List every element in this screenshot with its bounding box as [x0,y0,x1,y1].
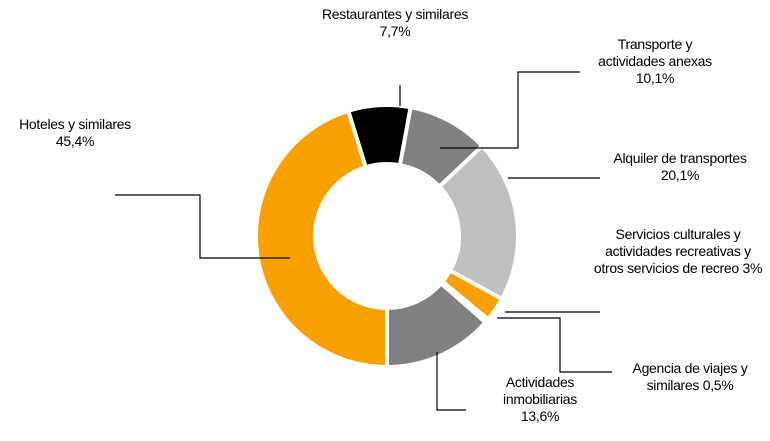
value-label: 20,1% [660,167,700,183]
value-label: 0,5% [702,377,734,393]
slice-label: Transporte y actividades anexas 10,1% [590,36,720,87]
slice-label: Alquiler de transportes 20,1% [600,150,760,184]
leader-line [436,352,466,411]
slice-label: Agencia de viajes y similares 0,5% [615,360,765,394]
slice-label: Hoteles y similares 45,4% [5,116,145,150]
value-label: 10,1% [635,70,675,86]
slice-label: Servicios culturales y actividades recre… [593,226,763,277]
category-label: Restaurantes y similares [321,6,469,22]
value-label: 3% [742,260,763,276]
leader-line [497,317,612,373]
category-label: Hoteles y similares [19,116,131,132]
slice [436,143,520,302]
category-label: Alquiler de transportes [613,150,747,166]
leader-line [115,194,290,259]
value-label: 45,4% [55,133,95,149]
slice-label: Actividades inmobiliarias 13,6% [485,374,595,425]
category-label: Transporte y actividades anexas [598,36,712,69]
leader-line [440,71,580,149]
category-label: Agencia de viajes y similares [632,360,748,393]
value-label: 7,7% [379,23,411,39]
slice-label: Restaurantes y similares 7,7% [320,6,470,40]
slice [254,108,389,370]
slices [254,103,520,370]
category-label: Servicios culturales y actividades recre… [593,226,751,276]
value-label: 13,6% [520,408,560,424]
category-label: Actividades inmobiliarias [503,374,577,407]
